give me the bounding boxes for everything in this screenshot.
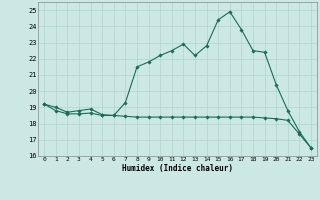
X-axis label: Humidex (Indice chaleur): Humidex (Indice chaleur) (122, 164, 233, 173)
